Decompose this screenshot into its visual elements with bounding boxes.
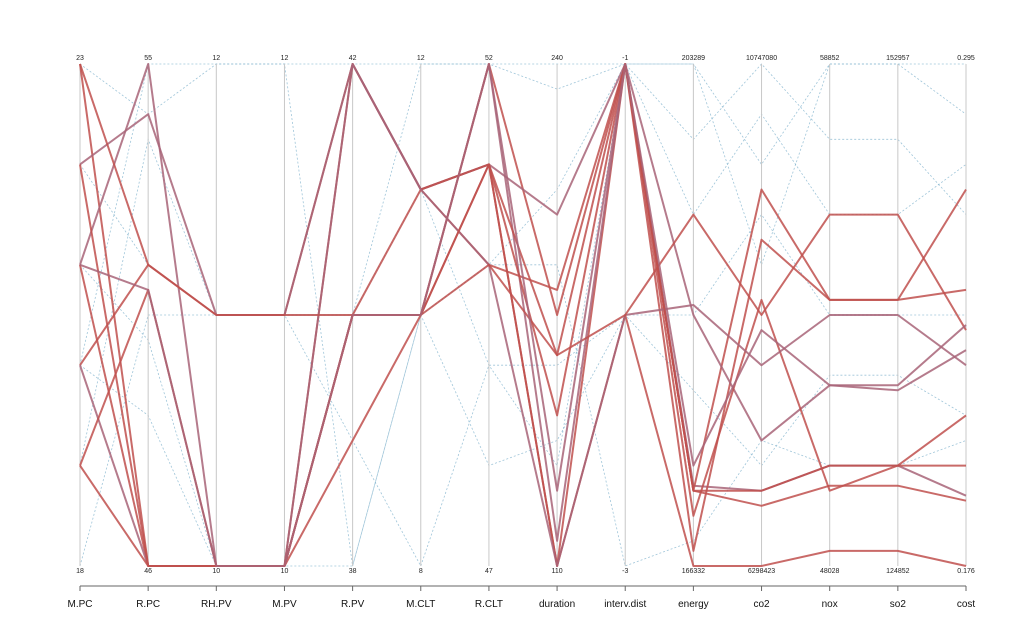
axis-min-label-M.PV: 10: [281, 568, 289, 575]
axis-max-label-RH.PV: 12: [212, 55, 220, 62]
axis-name-R.CLT: R.CLT: [475, 599, 503, 610]
axis-name-RH.PV: RH.PV: [201, 599, 232, 610]
axis-max-label-M.CLT: 12: [417, 55, 425, 62]
axis-min-label-energy: 166332: [682, 568, 705, 575]
axis-name-R.PC: R.PC: [136, 599, 160, 610]
axis-min-label-R.PV: 38: [349, 568, 357, 575]
axis-max-label-R.PV: 42: [349, 55, 357, 62]
highlighted-lines: [79, 63, 967, 567]
axis-max-label-energy: 203289: [682, 55, 705, 62]
highlighted-line-9: [79, 63, 967, 357]
axis-min-label-interv.dist: -3: [622, 568, 628, 575]
axis-name-R.PV: R.PV: [341, 599, 365, 610]
axis-max-label-duration: 240: [551, 55, 563, 62]
axis-name-so2: so2: [890, 599, 907, 610]
axis-name-energy: energy: [678, 599, 709, 610]
axis-name-interv.dist: interv.dist: [604, 599, 646, 610]
axis-min-label-nox: 48028: [820, 568, 840, 575]
axis-max-label-R.PC: 55: [144, 55, 152, 62]
axis-name-M.CLT: M.CLT: [406, 599, 435, 610]
axis-max-label-so2: 152957: [886, 55, 909, 62]
axis-name-cost: cost: [957, 599, 976, 610]
axis-name-nox: nox: [822, 599, 838, 610]
axis-name-co2: co2: [753, 599, 770, 610]
axis-min-label-R.CLT: 47: [485, 568, 493, 575]
axis-name-M.PC: M.PC: [68, 599, 93, 610]
axis-max-label-nox: 58852: [820, 55, 840, 62]
highlighted-line-11: [79, 63, 967, 567]
axis-name-M.PV: M.PV: [272, 599, 297, 610]
axis-min-label-cost: 0.176: [957, 568, 975, 575]
axis-max-label-M.PV: 12: [281, 55, 289, 62]
axis-max-label-cost: 0.295: [957, 55, 975, 62]
axis-name-duration: duration: [539, 599, 575, 610]
highlighted-line-7: [79, 163, 967, 567]
axis-min-label-M.CLT: 8: [419, 568, 423, 575]
axis-min-label-RH.PV: 10: [212, 568, 220, 575]
axis-max-label-R.CLT: 52: [485, 55, 493, 62]
axis-max-label-interv.dist: -1: [622, 55, 628, 62]
axis-min-label-so2: 124852: [886, 568, 909, 575]
context-line-4: [79, 63, 967, 567]
axis-max-label-M.PC: 23: [76, 55, 84, 62]
axis-min-label-co2: 6298423: [748, 568, 775, 575]
axis-min-label-duration: 110: [551, 568, 562, 575]
axis-min-label-R.PC: 46: [144, 568, 152, 575]
axis-max-label-co2: 10747080: [746, 55, 777, 62]
axis-min-label-M.PC: 18: [76, 568, 84, 575]
axis-labels: 23 18 M.PC 55 46 R.PC 12 10 RH.PV 12 10 M.PV 42 38 R.P…: [68, 55, 976, 610]
